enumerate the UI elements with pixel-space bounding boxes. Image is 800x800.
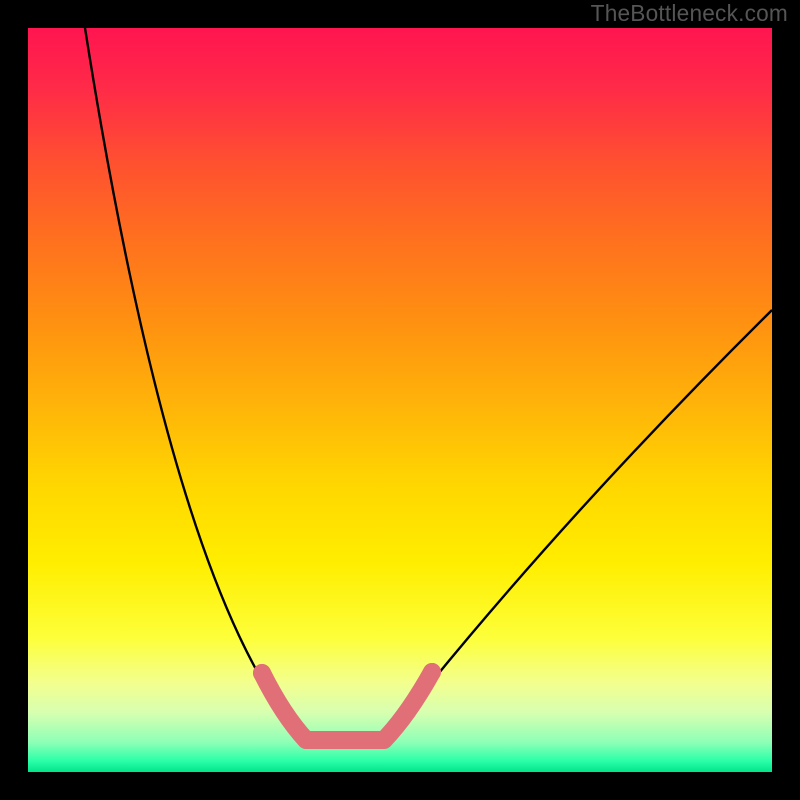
chart-frame: TheBottleneck.com xyxy=(0,0,800,800)
bottleneck-chart-svg xyxy=(0,0,800,800)
optimal-range-start-dot xyxy=(253,664,271,682)
optimal-range-end-dot xyxy=(423,663,441,681)
gradient-plot-area xyxy=(28,28,772,772)
